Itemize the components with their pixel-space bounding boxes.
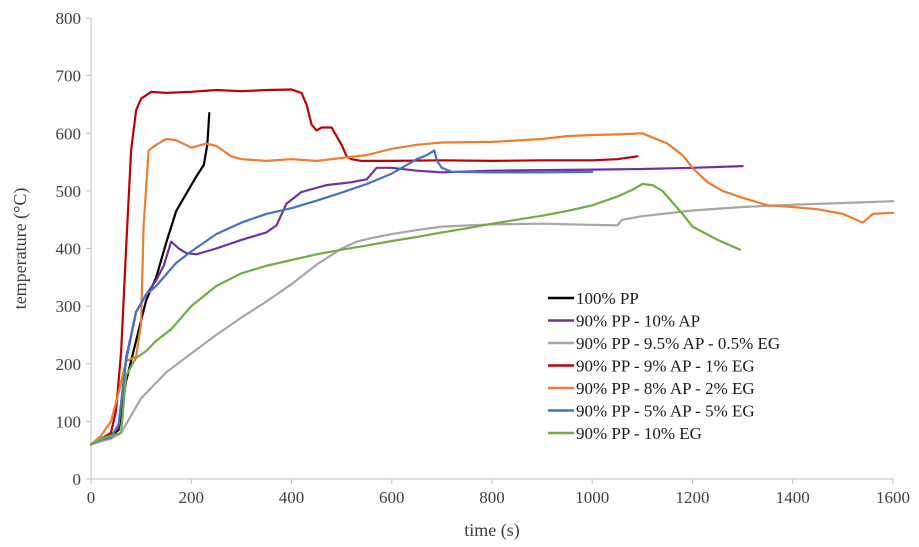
series-line-5	[89, 132, 895, 446]
y-tick-label: 300	[56, 297, 82, 316]
x-tick-label: 200	[179, 488, 205, 507]
x-tick-label: 0	[87, 488, 96, 507]
series-line-3	[89, 200, 895, 446]
axes: 0 100 200 300 400 500 600 700 800 0 200 400 600 800 10…	[56, 9, 911, 507]
y-tick-label: 700	[56, 67, 82, 86]
x-tick-label: 400	[279, 488, 305, 507]
series-line-1	[89, 111, 211, 446]
x-tick-label: 1200	[676, 488, 710, 507]
series-layer	[89, 88, 895, 446]
x-axis-title: time (s)	[464, 520, 520, 541]
x-tick-label: 1600	[876, 488, 910, 507]
legend-label: 90% PP - 10% AP	[576, 312, 700, 331]
series-line-4	[89, 88, 639, 446]
legend-label: 90% PP - 5% AP - 5% EG	[576, 402, 755, 421]
legend-label: 90% PP - 10% EG	[576, 424, 702, 443]
y-tick-label: 0	[73, 470, 82, 489]
y-axis-title: temperature (°C)	[10, 188, 31, 310]
legend-label: 100% PP	[576, 289, 639, 308]
legend: 100% PP 90% PP - 10% AP 90% PP - 9.5% AP -…	[548, 289, 780, 443]
legend-label: 90% PP - 8% AP - 2% EG	[576, 379, 755, 398]
y-tick-label: 800	[56, 9, 82, 28]
x-tick-label: 1000	[575, 488, 609, 507]
y-tick-label: 600	[56, 124, 82, 143]
x-tick-label: 1400	[776, 488, 810, 507]
y-tick-label: 500	[56, 182, 82, 201]
legend-label: 90% PP - 9.5% AP - 0.5% EG	[576, 334, 780, 353]
y-tick-label: 400	[56, 240, 82, 259]
x-tick-label: 800	[479, 488, 505, 507]
series-line-7	[89, 182, 742, 446]
y-tick-label: 100	[56, 412, 82, 431]
legend-label: 90% PP - 9% AP - 1% EG	[576, 357, 755, 376]
x-tick-label: 600	[379, 488, 405, 507]
y-tick-label: 200	[56, 355, 82, 374]
series-line-6	[89, 149, 594, 446]
